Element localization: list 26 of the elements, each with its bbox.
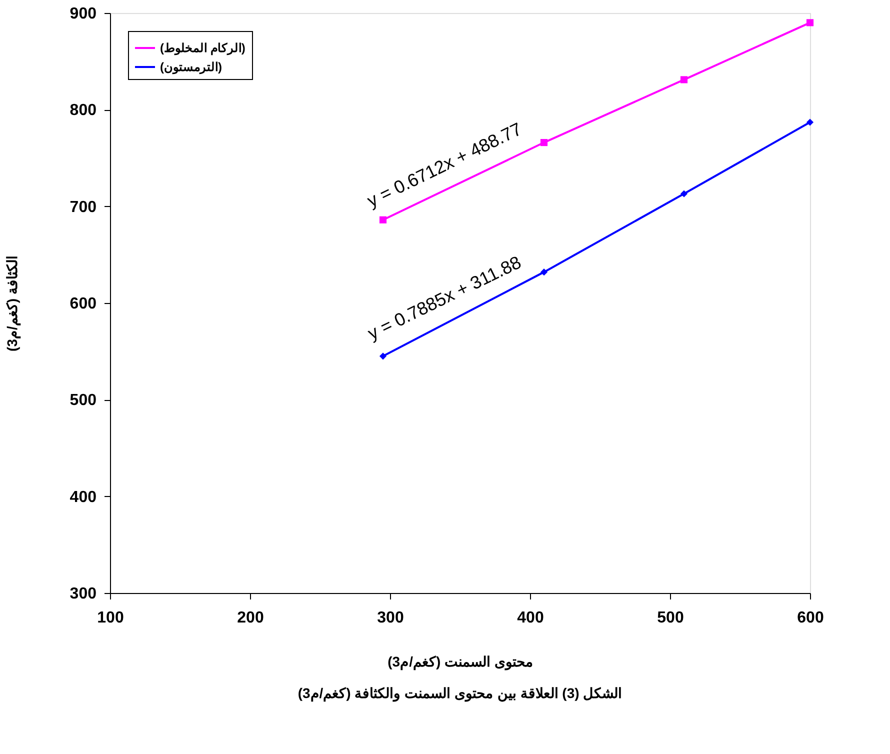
point <box>379 352 387 360</box>
y-tick-label: 300 <box>70 586 97 602</box>
point <box>540 138 548 146</box>
x-tick-label: 200 <box>237 610 264 626</box>
y-tick-label: 500 <box>70 392 97 410</box>
legend-label: (الترمستون) <box>160 60 222 75</box>
point <box>806 118 814 126</box>
x-tick-label: 400 <box>517 610 544 626</box>
point <box>540 268 548 276</box>
point <box>680 190 688 198</box>
x-tick-label: 300 <box>377 610 404 626</box>
y-tick-label: 400 <box>70 488 97 506</box>
point <box>379 216 387 224</box>
y-axis-title: الكثافة (كغم/م3) <box>4 256 21 352</box>
point <box>806 19 814 26</box>
legend-label: (الركام المخلوط) <box>160 41 246 56</box>
text: الشكل (3) العلاقة بين محتوى السمنت والكثافة (كغم/م3) <box>298 685 622 702</box>
y-tick-label: 800 <box>70 102 97 120</box>
x-tick-label: 500 <box>657 610 684 626</box>
y-tick-label: 700 <box>70 198 97 216</box>
y-tick-label: 900 <box>70 6 97 22</box>
x-axis-title: محتوى السمنت (كغم/م3) <box>388 654 534 670</box>
x-tick-label: 100 <box>97 610 124 626</box>
point <box>680 76 688 84</box>
x-tick-label: 600 <box>797 610 824 626</box>
y-tick-label: 600 <box>70 296 97 312</box>
